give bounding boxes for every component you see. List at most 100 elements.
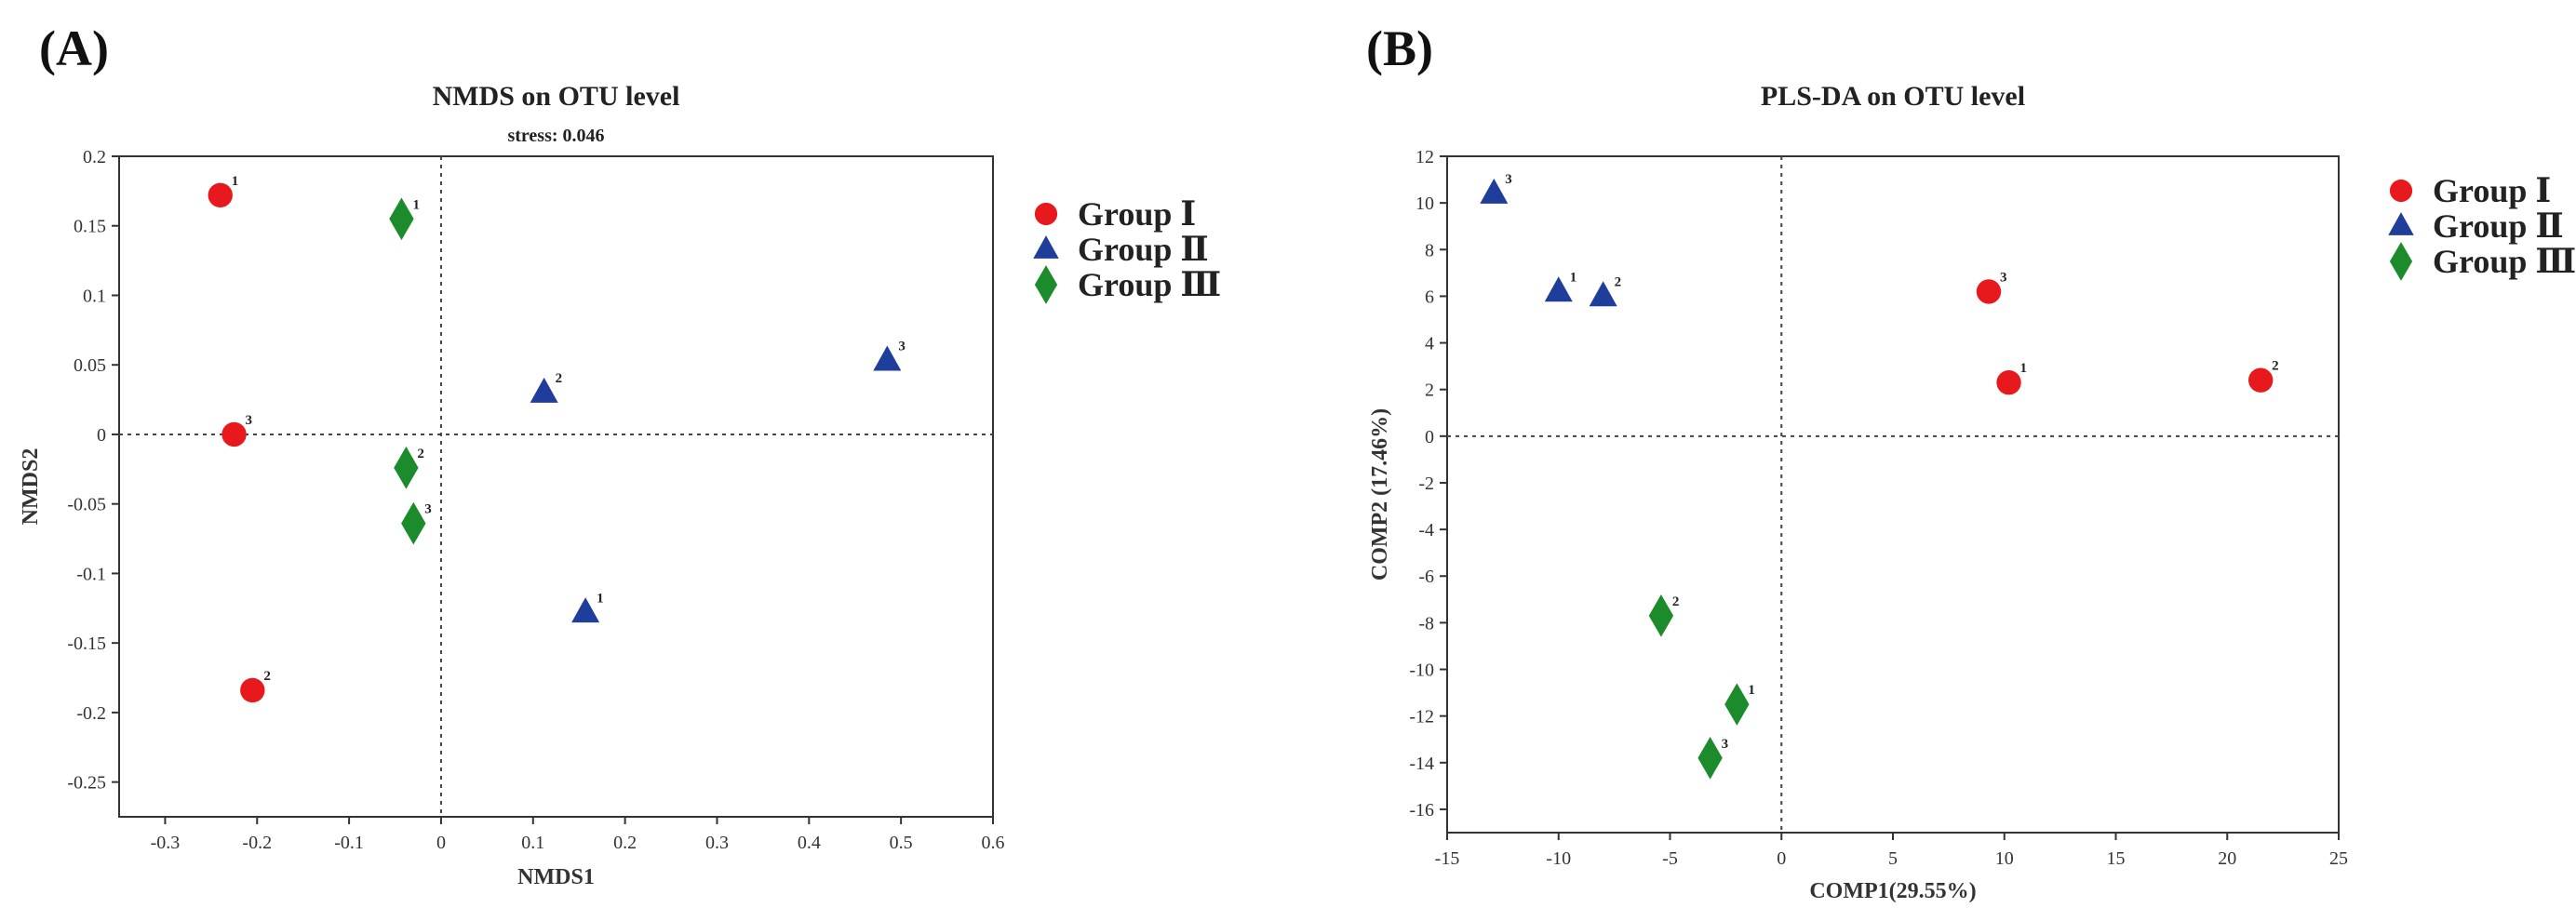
y-tick-label: -16 — [1409, 800, 1434, 821]
chart-panel-b: (B)PLS-DA on OTU level-15 -10 -5 0 5 10 15 20 25… — [1366, 20, 2576, 903]
data-point-circle — [208, 182, 233, 208]
y-tick-label: 0 — [1425, 427, 1434, 447]
data-point-diamond — [389, 197, 414, 241]
point-label: 2 — [263, 669, 271, 684]
y-axis-label: COMP2 (17.46%) — [1368, 408, 1392, 581]
x-tick-label: 5 — [1888, 848, 1898, 869]
x-tick-label: 0 — [436, 833, 446, 853]
point-label: 1 — [1570, 270, 1577, 285]
data-point-triangle — [530, 377, 558, 403]
point-label: 2 — [1615, 274, 1622, 289]
chart-title: NMDS on OTU level — [433, 81, 680, 112]
legend-marker-circle — [1034, 202, 1058, 226]
data-point-diamond — [1648, 594, 1674, 637]
data-point-diamond — [401, 501, 426, 545]
legend-label: Group Ⅰ — [1078, 195, 1196, 233]
y-tick-label: -0.2 — [76, 703, 106, 724]
x-axis-label: COMP1(29.55%) — [1809, 879, 1976, 903]
point-label: 1 — [1748, 683, 1755, 698]
x-tick-label: 0.5 — [890, 833, 913, 853]
legend-marker-triangle — [2388, 212, 2414, 235]
data-point-triangle — [873, 345, 902, 371]
data-point-diamond — [1724, 683, 1750, 726]
y-tick-label: 10 — [1415, 194, 1434, 214]
legend-label: Group Ⅱ — [2433, 207, 2564, 245]
data-point-triangle — [1480, 178, 1509, 204]
data-point-circle — [2247, 367, 2274, 393]
data-point-circle — [221, 421, 247, 447]
y-tick-label: -12 — [1409, 707, 1434, 727]
x-tick-label: 10 — [1995, 848, 2014, 869]
x-tick-label: 0.6 — [982, 833, 1005, 853]
x-tick-label: 25 — [2329, 848, 2348, 869]
y-tick-label: 0 — [97, 425, 106, 446]
legend-marker-diamond — [1034, 265, 1058, 304]
legend-marker-circle — [2389, 179, 2413, 203]
y-tick-label: 12 — [1415, 147, 1434, 167]
y-tick-label: 2 — [1425, 380, 1434, 401]
y-tick-label: 0.15 — [74, 217, 106, 237]
chart-panel-a: (A) NMDS on OTU level stress: 0.046 -0.3 -0.… — [19, 20, 1221, 889]
plot-frame — [1446, 155, 2340, 834]
x-tick-label: 0.4 — [798, 833, 821, 853]
panel-label: (B) — [1366, 20, 1433, 76]
point-label: 2 — [556, 371, 563, 386]
y-tick-label: -4 — [1418, 520, 1434, 541]
y-tick-label: -6 — [1418, 567, 1434, 587]
y-tick-label: 8 — [1425, 240, 1434, 260]
y-tick-label: -10 — [1409, 661, 1434, 681]
legend-label: Group Ⅱ — [1078, 231, 1209, 268]
data-point-circle — [1996, 369, 2021, 395]
y-tick-label: 6 — [1425, 287, 1434, 307]
point-label: 3 — [1722, 737, 1729, 752]
y-tick-label: 4 — [1425, 334, 1434, 354]
y-tick-label: -0.15 — [67, 634, 106, 654]
y-tick-label: 0.2 — [83, 147, 106, 167]
x-tick-label: 0.1 — [521, 833, 544, 853]
chart-title: PLS-DA on OTU level — [1761, 81, 2025, 112]
x-tick-label: -0.1 — [334, 833, 364, 853]
x-tick-label: 0.3 — [705, 833, 729, 853]
legend-label: Group Ⅰ — [2433, 172, 2551, 209]
plot-frame — [118, 155, 994, 818]
data-point-triangle — [1589, 281, 1617, 307]
legend-label: Group Ⅲ — [2433, 243, 2576, 280]
point-label: 1 — [232, 174, 239, 189]
point-label: 3 — [424, 502, 432, 517]
x-tick-label: -0.3 — [151, 833, 181, 853]
y-tick-label: 0.05 — [74, 355, 106, 376]
data-point-diamond — [394, 447, 419, 489]
point-label: 3 — [246, 413, 253, 428]
chart-subtitle: stress: 0.046 — [507, 126, 604, 146]
panel-label: (A) — [39, 20, 109, 76]
y-tick-label: -0.05 — [67, 495, 106, 515]
data-point-triangle — [571, 597, 600, 623]
point-label: 1 — [412, 197, 420, 212]
legend-marker-triangle — [1033, 235, 1059, 259]
x-tick-label: -0.2 — [242, 833, 272, 853]
point-label: 1 — [2020, 361, 2028, 376]
y-axis-label: NMDS2 — [19, 448, 43, 526]
y-tick-label: -0.1 — [76, 564, 106, 584]
point-label: 2 — [1672, 594, 1680, 609]
data-point-circle — [240, 677, 265, 703]
x-axis-label: NMDS1 — [517, 865, 595, 889]
data-point-triangle — [1544, 276, 1573, 302]
legend-label: Group Ⅲ — [1078, 266, 1221, 303]
x-tick-label: -5 — [1662, 848, 1678, 869]
x-tick-label: 0.2 — [613, 833, 637, 853]
point-label: 3 — [2000, 270, 2007, 285]
y-tick-label: -8 — [1418, 613, 1434, 634]
y-tick-label: -0.25 — [67, 773, 106, 794]
x-tick-label: 20 — [2218, 848, 2236, 869]
x-tick-label: -10 — [1546, 848, 1571, 869]
x-tick-label: 0 — [1777, 848, 1786, 869]
point-label: 1 — [597, 591, 604, 606]
legend-marker-diamond — [2389, 242, 2413, 281]
point-label: 3 — [898, 340, 906, 354]
x-tick-label: 15 — [2107, 848, 2126, 869]
y-tick-label: 0.1 — [83, 286, 106, 306]
